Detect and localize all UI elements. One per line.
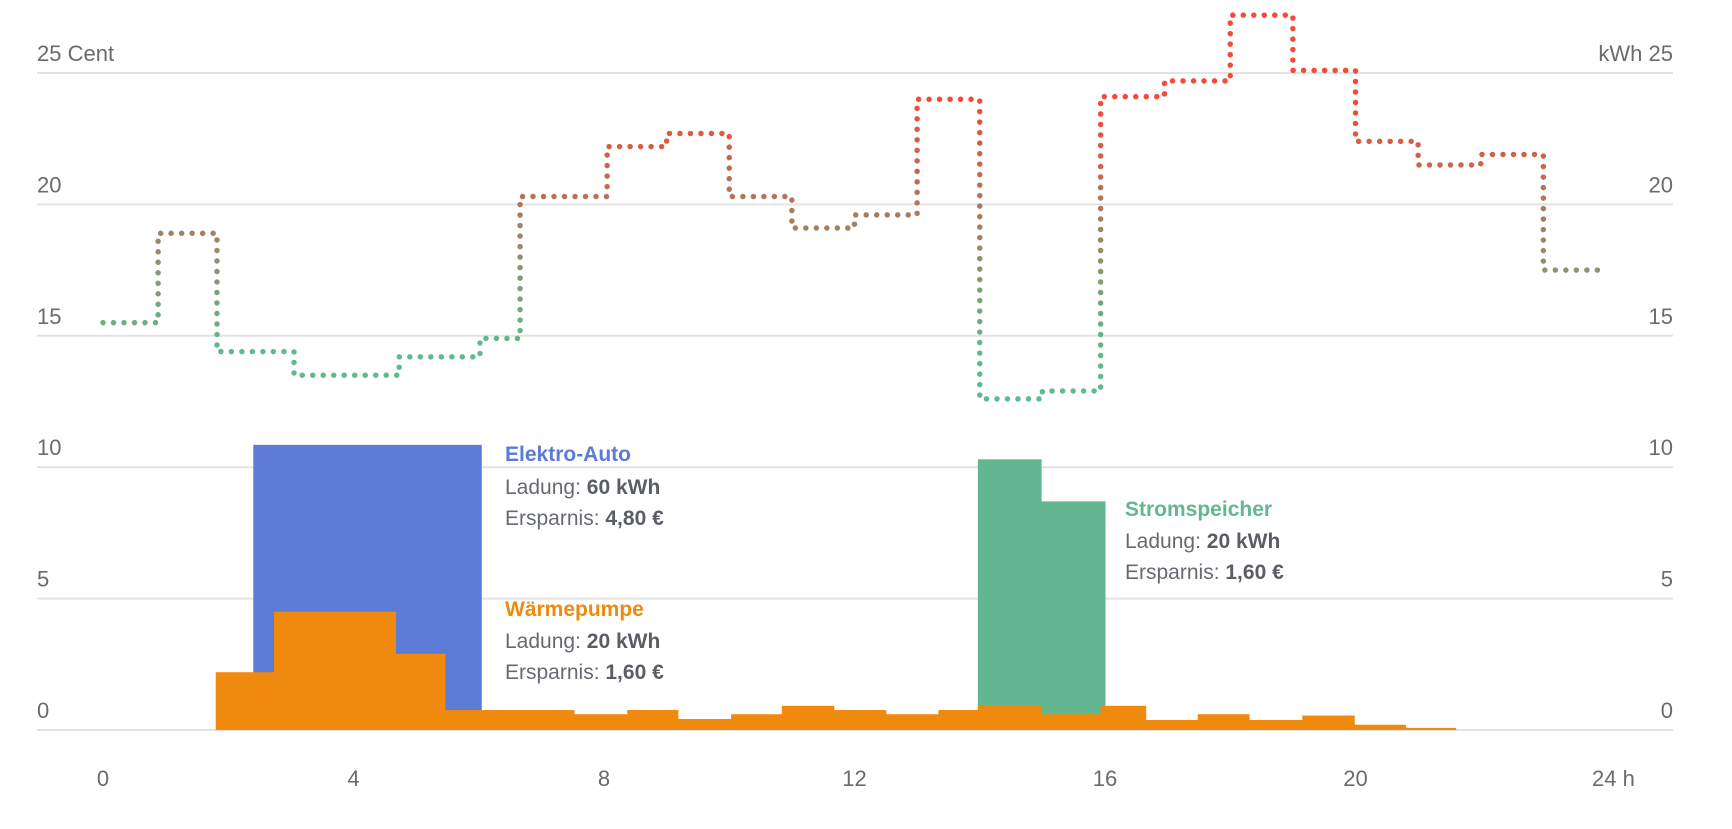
annotation-charge: Ladung: 20 kWh — [1125, 530, 1280, 553]
y-left-tick-label: 5 — [37, 567, 49, 592]
bar-w-rmepumpe — [1100, 705, 1147, 730]
x-tick-label: 8 — [598, 766, 610, 791]
annotation-title: Wärmepumpe — [505, 598, 644, 621]
x-tick-label: 16 — [1093, 766, 1117, 791]
y-right-tick-label: 15 — [1649, 304, 1673, 329]
annotation-elektro-auto: Elektro-Auto Ladung: 60 kWh Ersparnis: 4… — [505, 443, 664, 530]
annotation-charge: Ladung: 60 kWh — [505, 476, 660, 499]
bar-w-rmepumpe — [677, 718, 732, 730]
bar-w-rmepumpe — [1405, 727, 1457, 730]
x-tick-label: 20 — [1343, 766, 1367, 791]
bar-w-rmepumpe — [1302, 715, 1355, 730]
annotation-waermepumpe: Wärmepumpe Ladung: 20 kWh Ersparnis: 1,6… — [505, 598, 664, 684]
bar-w-rmepumpe — [938, 710, 979, 730]
bar-w-rmepumpe — [627, 710, 679, 730]
y-left-tick-label: 0 — [37, 698, 49, 723]
y-right-tick-label: 20 — [1649, 172, 1673, 197]
y-left-tick-label: 25 Cent — [37, 41, 114, 66]
consumption-bars — [215, 444, 1457, 730]
x-tick-label: 24 h — [1592, 766, 1635, 791]
annotation-saving: Ersparnis: 1,60 € — [1125, 561, 1284, 584]
bar-w-rmepumpe — [1145, 720, 1199, 730]
y-left-tick-label: 10 — [37, 435, 61, 460]
x-tick-label: 0 — [97, 766, 109, 791]
bar-w-rmepumpe — [573, 714, 628, 730]
x-axis: 0 4 8 12 16 20 24 h — [97, 766, 1635, 791]
bar-w-rmepumpe — [395, 653, 446, 730]
bar-w-rmepumpe — [215, 672, 275, 730]
y-right-tick-label: 5 — [1661, 567, 1673, 592]
bar-w-rmepumpe — [1041, 714, 1102, 730]
y-left-tick-label: 15 — [37, 304, 61, 329]
y-left-tick-label: 20 — [37, 172, 61, 197]
bar-w-rmepumpe — [833, 710, 887, 730]
y-right-tick-label: kWh 25 — [1598, 41, 1673, 66]
y-axis-left: 25 Cent 20 15 10 5 0 — [37, 41, 114, 723]
bar-w-rmepumpe — [444, 710, 575, 730]
x-tick-label: 4 — [347, 766, 359, 791]
bar-w-rmepumpe — [273, 611, 396, 730]
annotation-saving: Ersparnis: 1,60 € — [505, 661, 664, 684]
bar-stromspeicher — [1041, 501, 1106, 730]
y-right-tick-label: 0 — [1661, 698, 1673, 723]
y-axis-right: kWh 25 20 15 10 5 0 — [1598, 41, 1673, 723]
bar-w-rmepumpe — [1354, 724, 1407, 730]
bar-w-rmepumpe — [781, 705, 835, 730]
bar-stromspeicher — [977, 459, 1042, 730]
bar-w-rmepumpe — [1249, 720, 1303, 730]
bar-w-rmepumpe — [731, 714, 783, 730]
annotation-title: Elektro-Auto — [505, 443, 631, 466]
price-line — [100, 12, 1609, 402]
price-step-line — [100, 12, 1609, 402]
y-right-tick-label: 10 — [1649, 435, 1673, 460]
annotation-charge: Ladung: 20 kWh — [505, 630, 660, 653]
annotation-saving: Ersparnis: 4,80 € — [505, 507, 664, 530]
bar-w-rmepumpe — [885, 714, 939, 730]
annotation-stromspeicher: Stromspeicher Ladung: 20 kWh Ersparnis: … — [1125, 498, 1284, 584]
bar-w-rmepumpe — [1197, 714, 1250, 730]
x-tick-label: 12 — [842, 766, 866, 791]
bar-w-rmepumpe — [977, 705, 1042, 730]
annotation-title: Stromspeicher — [1125, 498, 1272, 521]
